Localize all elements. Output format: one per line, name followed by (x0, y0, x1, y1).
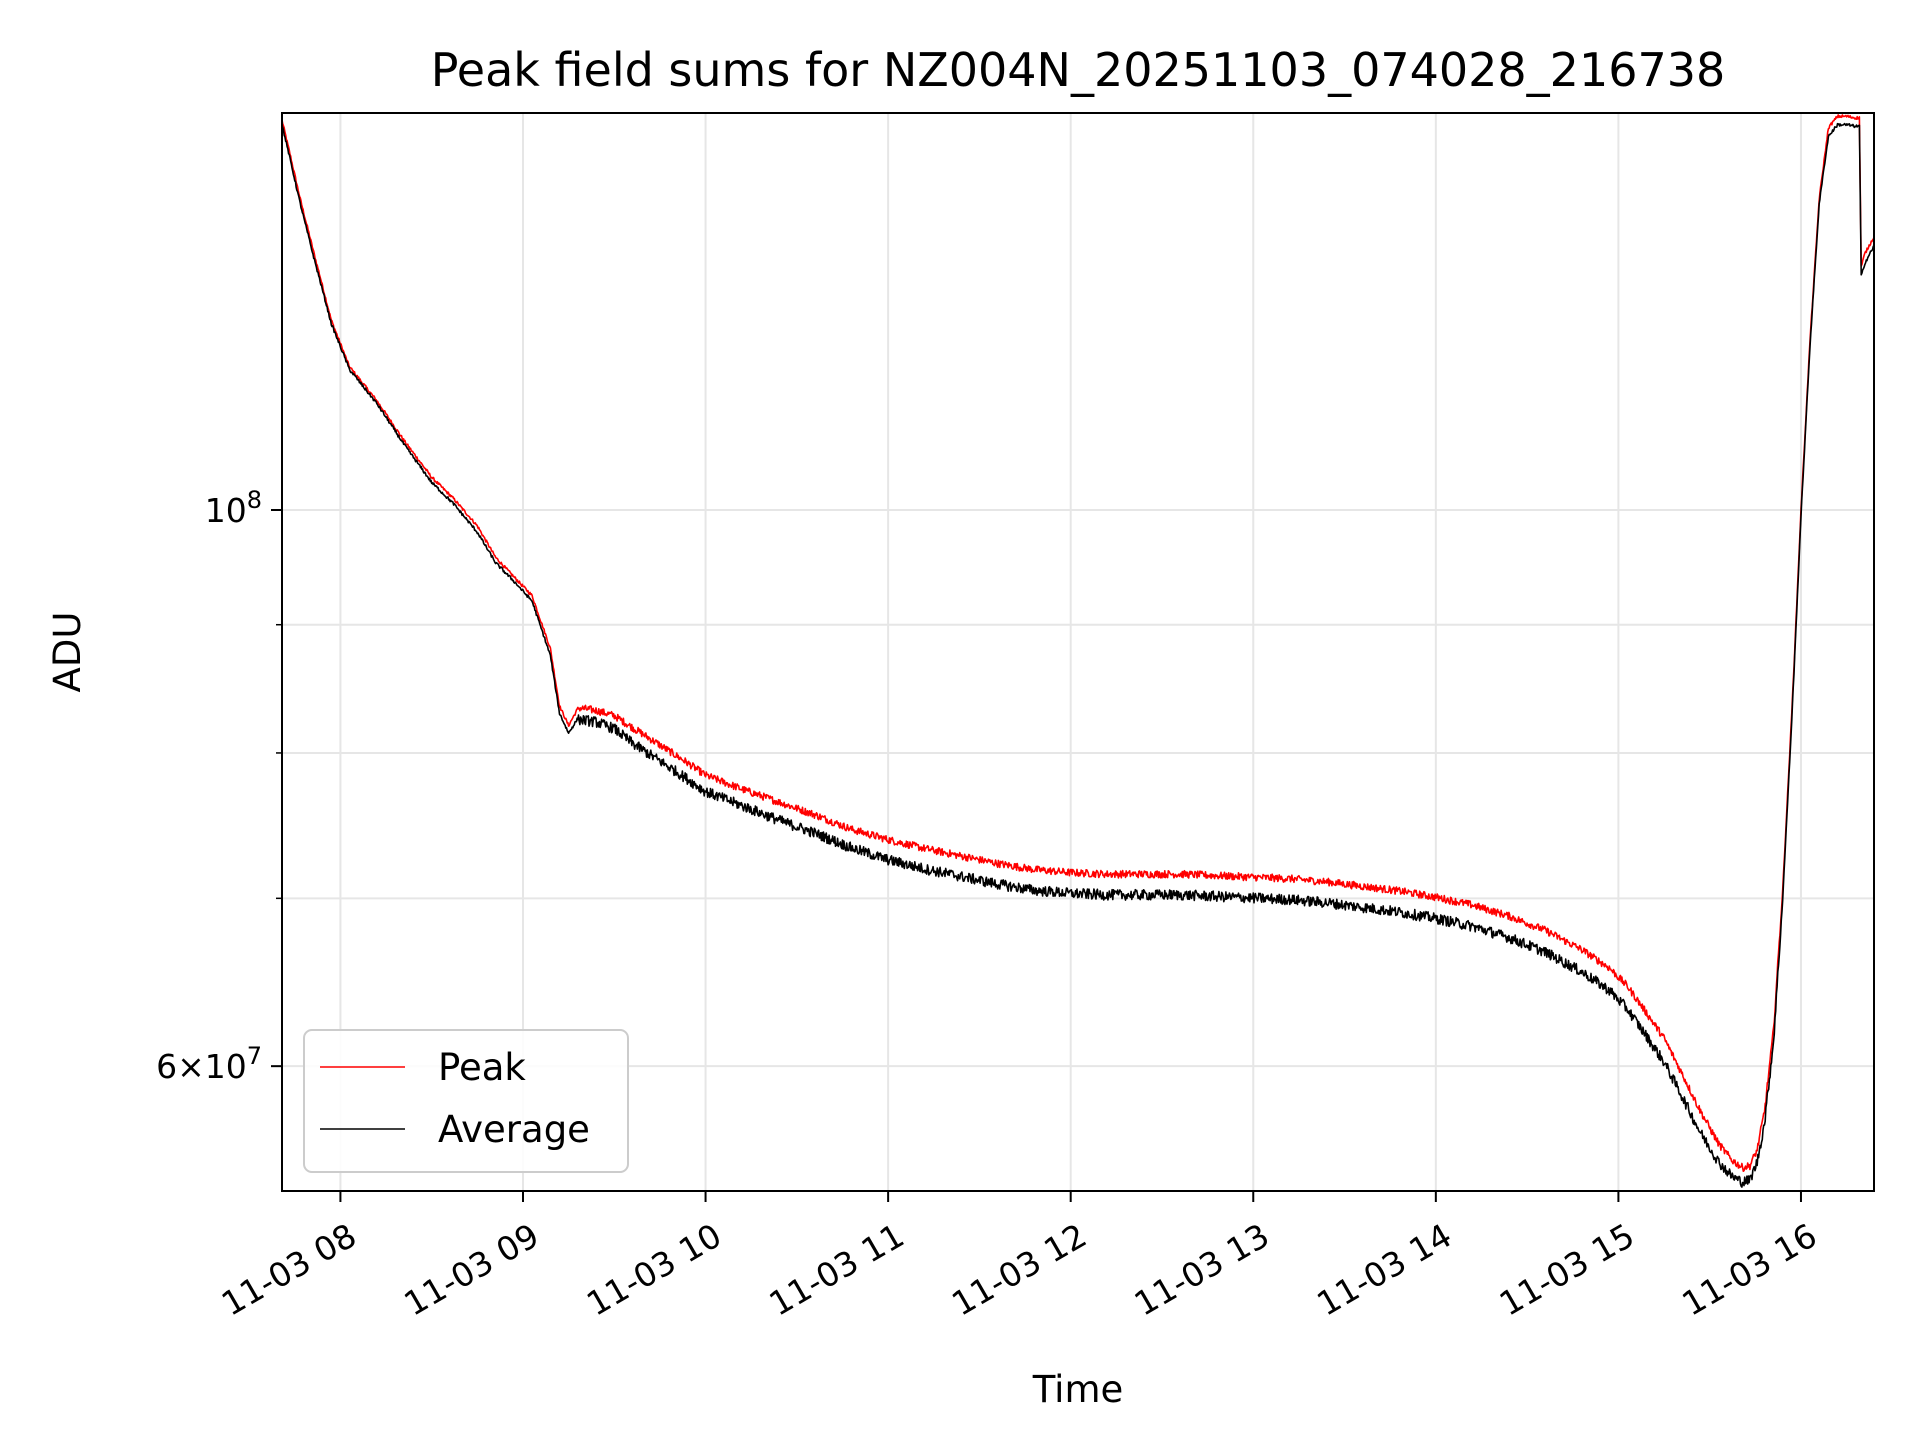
legend: Peak Average (303, 1029, 629, 1173)
chart-title: Peak field sums for NZ004N_20251103_0740… (431, 43, 1726, 97)
y-axis-ticks: 6×107 108 (156, 486, 282, 1086)
legend-label-peak: Peak (438, 1046, 526, 1089)
series-layer (281, 114, 1875, 1188)
y-tick-label: 108 (205, 486, 262, 530)
x-axis-label: Time (1032, 1368, 1124, 1411)
legend-label-average: Average (438, 1108, 590, 1151)
series-line-average (281, 122, 1875, 1188)
series-line-peak (281, 114, 1875, 1172)
grid (282, 113, 1874, 1191)
plot-frame (281, 112, 1875, 1192)
y-axis-label: ADU (46, 612, 89, 693)
y-tick-label: 6×107 (156, 1042, 262, 1086)
legend-box (303, 1029, 629, 1173)
